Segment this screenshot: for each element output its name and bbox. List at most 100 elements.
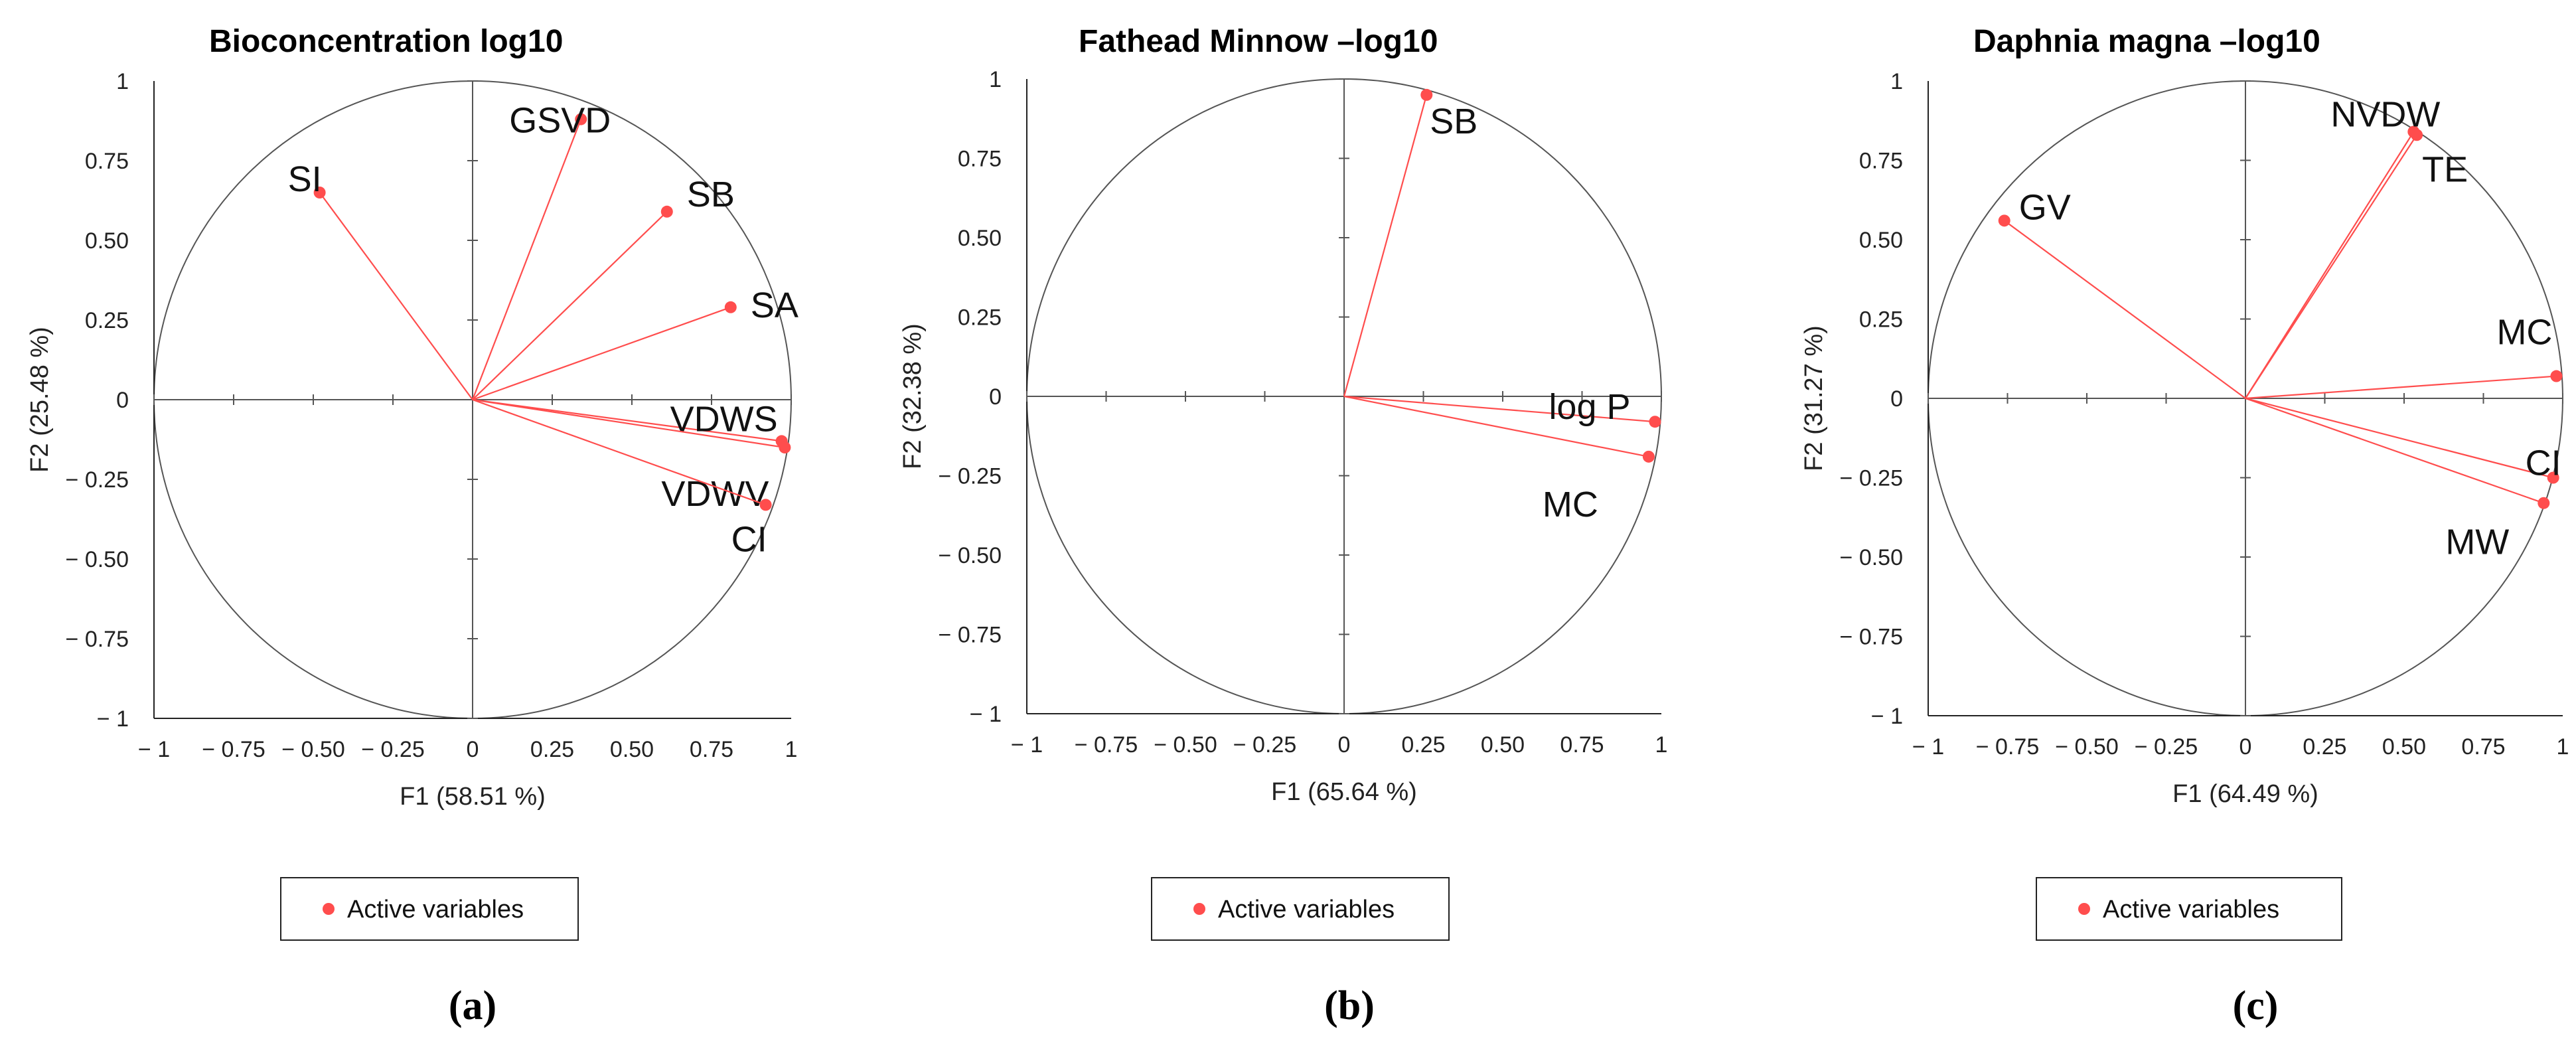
x-tick-label: 0.25 — [2303, 734, 2346, 760]
legend-label: Active variables — [347, 896, 524, 924]
point-gsvd — [575, 113, 587, 125]
variable-label: TE — [2422, 149, 2468, 189]
pca-panel-2: − 1 − 1 − 0.75 − 0.75 − 0.50 − 0.50 − 0.25 − 0.… — [899, 24, 1667, 1028]
chart-title: Daphnia magna –log10 — [1973, 24, 2320, 59]
variable-label: MW — [2445, 523, 2509, 562]
vector-vdwv — [472, 398, 785, 449]
x-tick-label: 1 — [1655, 732, 1668, 758]
legend-marker — [2078, 903, 2090, 915]
pca-panel-1: − 1 − 1 − 0.75 − 0.75 − 0.50 − 0.50 − 0.25 − 0.… — [26, 24, 798, 1028]
x-tick-label: − 0.75 — [1976, 734, 2039, 760]
y-tick-label: 0.50 — [85, 228, 129, 254]
x-axis-label: F1 (64.49 %) — [2172, 780, 2318, 808]
x-tick-label: 0.25 — [530, 737, 574, 762]
y-tick-label: 0.25 — [1859, 307, 1903, 333]
variable-label: log P — [1549, 387, 1630, 427]
y-tick-label: − 1 — [1871, 704, 1903, 729]
y-axis-label: F2 (25.48 %) — [26, 327, 54, 473]
y-tick-label: 0 — [1890, 386, 1903, 412]
point-sb — [1420, 88, 1433, 101]
variable-label: MC — [2496, 313, 2552, 353]
x-tick-label: 0.75 — [690, 737, 733, 762]
x-tick-label: 0 — [1338, 732, 1351, 758]
x-tick-label: 0.50 — [610, 737, 654, 762]
vector-vdws — [472, 398, 782, 442]
point-vdwv — [779, 442, 791, 453]
x-tick-label: 0.25 — [1401, 732, 1445, 758]
vector-mw — [2245, 397, 2544, 504]
point-si — [313, 187, 326, 199]
y-tick-label: 0.75 — [958, 147, 1002, 172]
y-tick-label: − 0.50 — [66, 547, 129, 572]
y-tick-label: 1 — [989, 67, 1002, 92]
x-tick-label: 0.75 — [2461, 734, 2505, 760]
x-tick-label: − 0.50 — [2055, 734, 2118, 760]
point-log-p — [1649, 416, 1661, 428]
x-tick-label: 0 — [2239, 734, 2252, 760]
variable-label: GV — [2019, 187, 2071, 227]
y-tick-label: − 0.75 — [939, 623, 1002, 648]
legend-label: Active variables — [1218, 896, 1395, 924]
y-tick-label: − 1 — [97, 706, 129, 732]
x-tick-label: 0.50 — [1481, 732, 1525, 758]
vector-nvdw — [2245, 131, 2415, 399]
variable-label: GSVD — [509, 101, 611, 141]
vector-sa — [472, 306, 731, 401]
y-axis-label: F2 (32.38 %) — [899, 323, 927, 469]
x-tick-label: 0 — [467, 737, 479, 762]
y-tick-label: 0 — [116, 388, 129, 413]
vector-gv — [2004, 220, 2246, 399]
point-ci — [759, 499, 772, 511]
x-tick-label: − 0.75 — [202, 737, 265, 762]
point-sb — [660, 205, 673, 218]
point-ci — [2547, 471, 2559, 484]
variable-label: SB — [687, 175, 735, 214]
y-tick-label: 0.25 — [85, 308, 129, 333]
chart-title: Bioconcentration log10 — [209, 24, 563, 59]
vector-ci — [2245, 397, 2553, 479]
variable-label: CI — [731, 519, 767, 559]
y-tick-label: 1 — [1890, 69, 1903, 94]
x-tick-label: 1 — [785, 737, 798, 762]
y-tick-label: 0.75 — [85, 149, 129, 174]
y-tick-label: − 0.25 — [66, 467, 129, 493]
x-tick-label: 0.75 — [1560, 732, 1604, 758]
pca-panel-3: − 1 − 1 − 0.75 − 0.75 − 0.50 − 0.50 − 0.25 − 0.… — [1800, 24, 2569, 1028]
y-tick-label: 0 — [989, 384, 1002, 410]
x-tick-label: − 1 — [1011, 732, 1043, 758]
variable-label: VDWS — [670, 399, 778, 439]
vector-sb — [1343, 94, 1428, 397]
point-sa — [724, 301, 737, 313]
x-tick-label: 1 — [2557, 734, 2569, 760]
y-tick-label: 0.25 — [958, 305, 1002, 331]
point-mw — [2538, 497, 2550, 509]
vector-gsvd — [471, 119, 582, 400]
variable-label: SB — [1430, 102, 1477, 141]
legend-label: Active variables — [2103, 896, 2279, 924]
y-tick-label: − 0.75 — [1840, 625, 1903, 650]
point-mc — [2550, 370, 2563, 382]
vector-log-p — [1343, 395, 1655, 423]
vector-te — [2245, 134, 2418, 399]
x-tick-label: 0.50 — [2382, 734, 2426, 760]
y-tick-label: 1 — [116, 69, 129, 94]
x-tick-label: − 0.50 — [281, 737, 344, 762]
legend-marker — [1193, 903, 1205, 915]
variable-label: NVDW — [2330, 94, 2440, 134]
panel-caption: (a) — [449, 983, 496, 1028]
panel-caption: (b) — [1324, 983, 1375, 1028]
point-te — [2411, 129, 2423, 141]
vector-mc — [1343, 395, 1649, 457]
x-tick-label: − 0.75 — [1075, 732, 1138, 758]
vector-mc — [2245, 375, 2557, 400]
x-axis-label: F1 (65.64 %) — [1271, 778, 1417, 806]
y-tick-label: − 0.75 — [66, 627, 129, 652]
x-tick-label: − 0.50 — [1154, 732, 1217, 758]
x-tick-label: − 0.25 — [1233, 732, 1296, 758]
x-tick-label: − 1 — [138, 737, 170, 762]
y-tick-label: − 1 — [970, 702, 1002, 727]
y-axis-label: F2 (31.27 %) — [1800, 325, 1828, 471]
variable-label: CI — [2526, 443, 2561, 483]
point-mc — [1642, 450, 1655, 463]
